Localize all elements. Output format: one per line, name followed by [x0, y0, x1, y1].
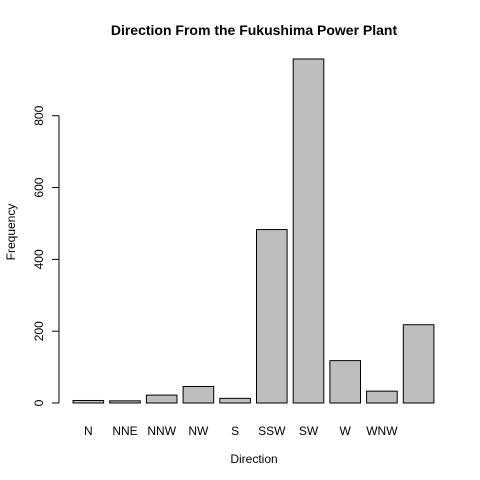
- bar: [145, 394, 178, 404]
- x-tick-label: S: [231, 424, 239, 438]
- bar: [109, 400, 141, 404]
- bar: [329, 360, 361, 404]
- y-tick-label: 0: [32, 399, 46, 406]
- y-axis: 0 200 400 600 800: [32, 105, 60, 406]
- y-axis-label: Frequency: [4, 204, 18, 261]
- bar: [402, 324, 435, 404]
- y-tick-label: 600: [32, 177, 46, 197]
- x-tick-label: W: [340, 424, 352, 438]
- x-tick-label: WNW: [366, 424, 398, 438]
- bar: [72, 399, 105, 404]
- chart-title: Direction From the Fukushima Power Plant: [111, 22, 398, 38]
- x-tick-labels: N NNE NNW NW S SSW SW W WNW: [84, 424, 398, 438]
- y-tick-label: 200: [32, 321, 46, 341]
- x-tick-label: SSW: [258, 424, 286, 438]
- y-tick-label: 800: [32, 105, 46, 125]
- x-tick-label: NW: [188, 424, 209, 438]
- bar: [256, 229, 288, 404]
- bars: [72, 58, 435, 404]
- x-tick-label: NNE: [112, 424, 137, 438]
- bar: [292, 58, 325, 404]
- x-tick-label: NNW: [147, 424, 176, 438]
- bar: [182, 385, 215, 404]
- x-tick-label: N: [84, 424, 93, 438]
- bar: [219, 397, 251, 404]
- bar: [366, 390, 398, 404]
- x-tick-label: SW: [299, 424, 319, 438]
- x-axis-label: Direction: [230, 452, 277, 466]
- y-tick-label: 400: [32, 249, 46, 269]
